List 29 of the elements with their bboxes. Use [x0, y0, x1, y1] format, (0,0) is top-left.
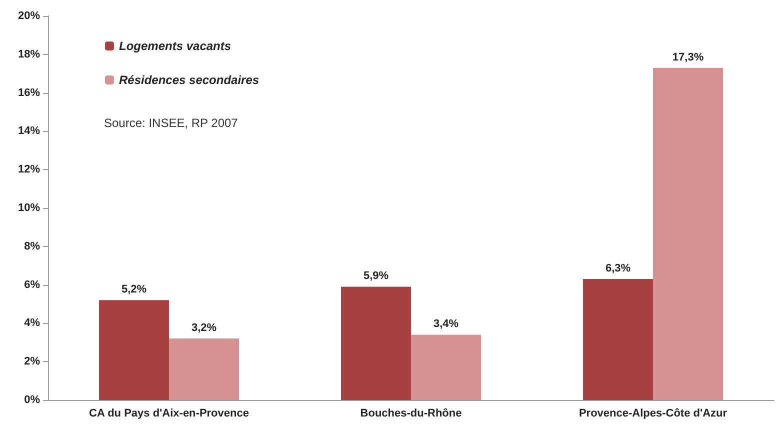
data-label: 3,4%: [433, 318, 459, 330]
y-tick-label: 6%: [24, 278, 40, 291]
legend-label: Résidences secondaires: [119, 73, 260, 87]
x-tick-label: Bouches-du-Rhône: [360, 408, 462, 420]
data-label: 6,3%: [605, 262, 631, 275]
annotation: Source: INSEE, RP 2007: [104, 116, 238, 130]
data-label: 17,3%: [672, 51, 704, 64]
y-tick-label: 20%: [18, 10, 40, 22]
bar: [341, 286, 411, 400]
y-tick-label: 14%: [18, 125, 40, 138]
bar: [583, 279, 653, 400]
bar: [653, 68, 723, 400]
y-tick-label: 12%: [18, 164, 40, 176]
x-tick-label: Provence-Alpes-Côte d'Azur: [578, 408, 728, 420]
y-tick-label: 18%: [18, 48, 40, 60]
data-label: 3,2%: [191, 322, 217, 334]
y-tick-label: 10%: [18, 202, 40, 214]
y-tick-label: 16%: [18, 86, 40, 99]
y-tick-label: 2%: [24, 356, 40, 368]
data-label: 5,9%: [363, 270, 389, 282]
y-tick-label: 4%: [24, 317, 40, 330]
x-tick-label: CA du Pays d'Aix-en-Provence: [89, 408, 249, 420]
bar: [169, 338, 239, 400]
legend-label: Logements vacants: [119, 39, 232, 53]
data-label: 5,2%: [121, 284, 147, 296]
y-tick-label: 0%: [24, 394, 40, 406]
bar: [99, 300, 169, 400]
bar: [411, 334, 481, 400]
y-tick-label: 8%: [24, 240, 40, 252]
